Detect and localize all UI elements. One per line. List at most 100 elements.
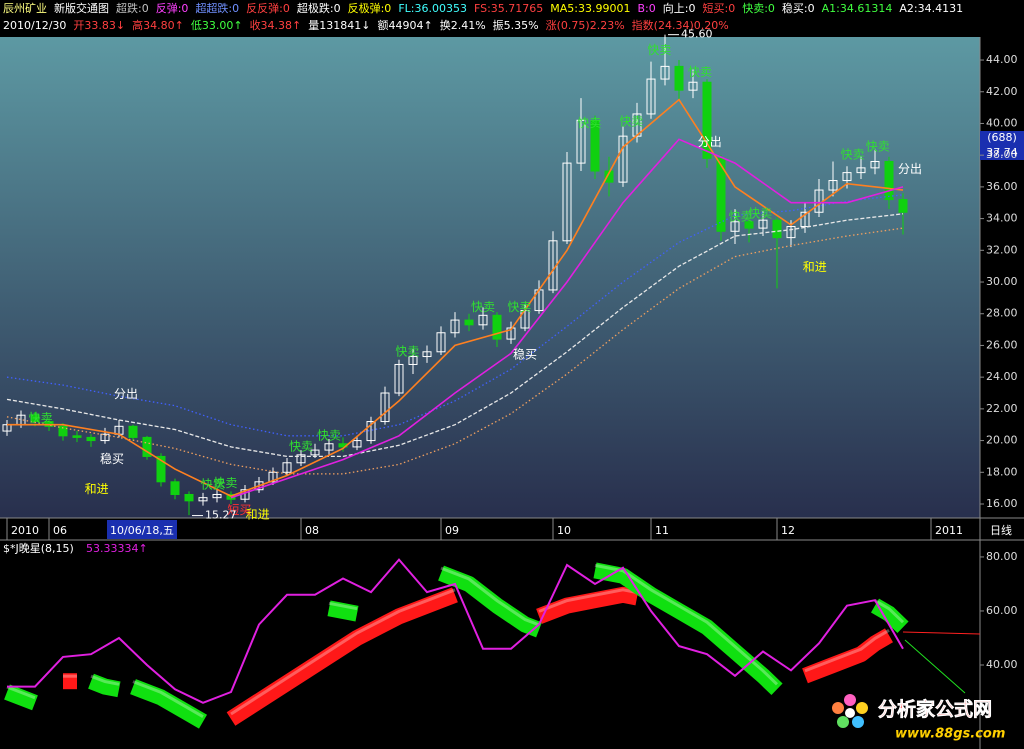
candle-body xyxy=(758,219,768,229)
header-item: 低33.00↑ xyxy=(190,19,243,32)
header-item: 超超跌:0 xyxy=(195,2,240,15)
candle-body xyxy=(562,162,572,242)
ribbon-highlight xyxy=(6,685,36,700)
logo xyxy=(832,694,868,728)
y-tick-label: 38.00 xyxy=(986,148,1018,161)
x-tick-label: 09 xyxy=(445,524,459,537)
x-tick-label: 06 xyxy=(53,524,67,537)
ribbon xyxy=(130,679,208,729)
candle-body xyxy=(506,327,516,340)
header-item: 超极跌:0 xyxy=(296,2,341,15)
candle-body xyxy=(30,414,40,423)
candle-body xyxy=(58,425,68,437)
line-series xyxy=(7,558,904,704)
header-item: A2:34.4131 xyxy=(899,2,964,15)
header-item: A1:34.61314 xyxy=(821,2,893,15)
header-item: 向上:0 xyxy=(662,2,696,15)
candle-body xyxy=(772,219,782,239)
ribbon xyxy=(802,628,894,684)
signal-label: 和进 xyxy=(85,482,109,496)
candle-body xyxy=(688,81,698,91)
cursor-date: 10/06/18,五 xyxy=(110,524,174,537)
candle-body xyxy=(282,462,292,473)
header-item: 高34.80↑ xyxy=(132,19,184,32)
x-tick-label: 2011 xyxy=(935,524,963,537)
header-item: 反极弹:0 xyxy=(347,2,392,15)
signal-label: 短买 xyxy=(227,503,251,517)
ribbon-highlight xyxy=(538,588,638,613)
signal-label: 快卖 xyxy=(201,477,225,491)
header-item: B:0 xyxy=(637,2,656,15)
candle-body xyxy=(786,226,796,239)
line-series xyxy=(6,194,904,437)
candle-body xyxy=(702,81,712,159)
header-item: 新版交通图 xyxy=(54,2,109,15)
ribbon-highlight xyxy=(230,588,456,716)
candle-body xyxy=(492,314,502,340)
ribbon-highlight xyxy=(328,601,358,611)
signal-label: 和进 xyxy=(803,260,827,274)
y-tick-label: 44.00 xyxy=(986,53,1018,66)
trend-line xyxy=(904,639,966,694)
candle-body xyxy=(296,454,306,464)
signal-label: 稳买 xyxy=(513,346,537,361)
candle-body xyxy=(184,493,194,502)
y-tick-label: 32.00 xyxy=(986,243,1018,256)
candle-body xyxy=(324,443,334,451)
y-tick-label: 24.00 xyxy=(986,370,1018,383)
candle-body xyxy=(870,161,880,169)
ribbon-highlight xyxy=(90,674,120,686)
ribbon-highlight xyxy=(132,680,204,718)
watermark-url: www.88gs.com xyxy=(895,727,1005,742)
y-tick-label: 16.00 xyxy=(986,497,1018,510)
extreme-label: 15.27 xyxy=(205,509,237,522)
candle-body xyxy=(170,481,180,495)
signal-label: 快卖 xyxy=(29,411,53,425)
candle-body xyxy=(72,435,82,438)
header-item: 涨(0.75)2.23% xyxy=(545,19,625,32)
y-tick-label: 28.00 xyxy=(986,307,1018,320)
candle-body xyxy=(436,332,446,353)
header-item: 换2.41% xyxy=(439,19,486,32)
candle-body xyxy=(212,493,222,499)
candle-body xyxy=(310,449,320,456)
y-tick-label: 60.00 xyxy=(986,604,1018,617)
header-item: 快卖:0 xyxy=(742,2,775,15)
plot-background xyxy=(0,37,980,518)
signal-label: 快卖 xyxy=(647,43,671,57)
signal-label: 快卖 xyxy=(729,210,753,224)
line-series xyxy=(230,138,904,499)
candle-body xyxy=(156,455,166,483)
y-tick-label: 20.00 xyxy=(986,434,1018,447)
candle-body xyxy=(800,211,810,228)
x-axis-label: 日线 xyxy=(990,523,1012,537)
cursor-box xyxy=(980,131,1024,160)
x-tick-label: 10 xyxy=(557,524,571,537)
ribbon xyxy=(226,587,458,726)
main-panel: 16.00 18.00 20.00 22.00 24.00 26.00 28.00 30.00… xyxy=(2,28,1018,540)
candle-body xyxy=(842,172,852,182)
x-tick-label: 12 xyxy=(781,524,795,537)
signal-label: 快卖 xyxy=(395,344,419,358)
candle-body xyxy=(450,319,460,334)
trend-line xyxy=(902,631,981,635)
header-item: 稳买:0 xyxy=(781,2,815,15)
candle-body xyxy=(590,119,600,172)
header-item: 开33.83↓ xyxy=(73,19,126,32)
signal-label: 分出 xyxy=(114,387,138,401)
signal-label: 快卖 xyxy=(748,206,772,220)
candle-body xyxy=(366,421,376,442)
header-item: FS:35.71765 xyxy=(473,2,544,15)
y-tick-label: 26.00 xyxy=(986,338,1018,351)
watermark-name: 分析家公式网 xyxy=(878,698,992,721)
header-item: 额44904↑ xyxy=(377,19,433,32)
ribbon xyxy=(536,586,639,624)
extreme-label: 45.60 xyxy=(681,28,713,41)
header-item: 反弹:0 xyxy=(155,2,189,15)
ribbon xyxy=(593,562,783,696)
candle-body xyxy=(128,425,138,438)
header-item: MA5:33.99001 xyxy=(550,2,631,15)
candle-body xyxy=(856,167,866,174)
candle-body xyxy=(828,180,838,191)
